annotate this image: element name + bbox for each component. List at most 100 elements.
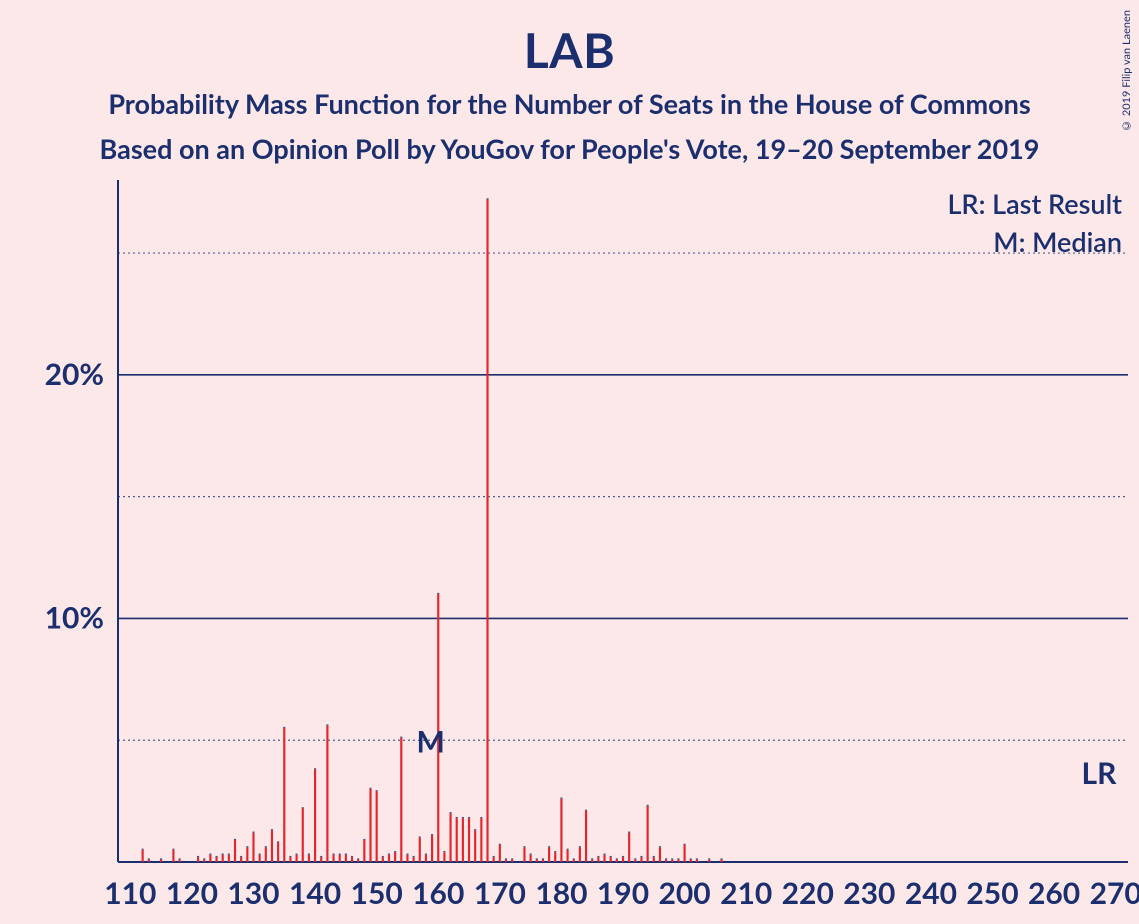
pmf-bar — [511, 860, 513, 862]
pmf-bar-cap — [252, 832, 254, 833]
pmf-bar-cap — [265, 846, 267, 847]
pmf-bar-cap — [400, 737, 402, 738]
pmf-bar — [622, 857, 624, 862]
pmf-bar — [431, 835, 433, 862]
pmf-bar — [345, 855, 347, 862]
x-tick-label: 260 — [1028, 875, 1080, 911]
pmf-bar — [449, 813, 451, 862]
median-label: M — [417, 723, 445, 759]
pmf-bar — [610, 857, 612, 862]
pmf-bar — [684, 845, 686, 862]
pmf-bar-cap — [597, 856, 599, 857]
pmf-bar-cap — [690, 858, 692, 859]
pmf-bar — [197, 857, 199, 862]
pmf-chart: 10%20%1101201301401501601701801902002102… — [0, 180, 1139, 924]
pmf-bar — [289, 857, 291, 862]
pmf-bar — [222, 855, 224, 862]
pmf-bar-cap — [203, 858, 205, 859]
pmf-bar-cap — [628, 832, 630, 833]
pmf-bar — [616, 860, 618, 862]
pmf-bar — [296, 855, 298, 862]
pmf-bar — [376, 791, 378, 862]
pmf-bar — [394, 852, 396, 862]
pmf-bar-cap — [456, 817, 458, 818]
pmf-bar — [369, 789, 371, 862]
pmf-bar — [523, 847, 525, 862]
pmf-bar-cap — [406, 853, 408, 854]
pmf-bar-cap — [259, 853, 261, 854]
pmf-bar — [142, 850, 144, 862]
pmf-bar — [339, 855, 341, 862]
pmf-bar-cap — [357, 858, 359, 859]
pmf-bar — [708, 860, 710, 862]
pmf-bar-cap — [431, 834, 433, 835]
pmf-bar-cap — [566, 849, 568, 850]
pmf-bar-cap — [382, 856, 384, 857]
pmf-bar — [554, 852, 556, 862]
pmf-bar — [400, 738, 402, 862]
pmf-bar — [530, 855, 532, 862]
last-result-label: LR — [1082, 755, 1118, 791]
pmf-bar-cap — [160, 858, 162, 859]
x-tick-label: 160 — [412, 875, 464, 911]
pmf-bar-cap — [197, 856, 199, 857]
pmf-bar — [246, 847, 248, 862]
pmf-bar — [536, 860, 538, 862]
legend-m: M: Median — [993, 225, 1122, 258]
pmf-bar-cap — [708, 858, 710, 859]
pmf-bar — [653, 857, 655, 862]
pmf-bar-cap — [511, 858, 513, 859]
pmf-bar — [480, 818, 482, 862]
pmf-bar — [493, 857, 495, 862]
x-tick-label: 130 — [227, 875, 279, 911]
pmf-bar-cap — [480, 817, 482, 818]
pmf-bar — [406, 855, 408, 862]
pmf-bar-cap — [560, 797, 562, 798]
pmf-bar — [659, 847, 661, 862]
pmf-bar-cap — [271, 829, 273, 830]
pmf-bar-cap — [486, 198, 488, 199]
pmf-bar — [419, 838, 421, 862]
pmf-bar-cap — [493, 856, 495, 857]
pmf-bar — [302, 808, 304, 862]
pmf-bar-cap — [554, 851, 556, 852]
pmf-bar — [548, 847, 550, 862]
pmf-bar-cap — [296, 853, 298, 854]
pmf-bar — [585, 811, 587, 862]
pmf-bar-cap — [523, 846, 525, 847]
pmf-bar-cap — [148, 858, 150, 859]
pmf-bar-cap — [394, 851, 396, 852]
pmf-bar-cap — [653, 856, 655, 857]
x-tick-label: 210 — [720, 875, 772, 911]
x-tick-label: 140 — [289, 875, 341, 911]
pmf-bar — [690, 860, 692, 862]
x-tick-label: 250 — [966, 875, 1018, 911]
pmf-bar-cap — [302, 807, 304, 808]
pmf-bar — [228, 855, 230, 862]
pmf-bar — [542, 860, 544, 862]
pmf-bar — [388, 855, 390, 862]
pmf-bar-cap — [591, 858, 593, 859]
pmf-bar-cap — [616, 858, 618, 859]
pmf-bar-cap — [320, 856, 322, 857]
pmf-bar-cap — [530, 853, 532, 854]
pmf-bar-cap — [351, 856, 353, 857]
pmf-bar — [351, 857, 353, 862]
pmf-bar — [677, 860, 679, 862]
pmf-bar — [252, 833, 254, 862]
pmf-bar-cap — [665, 858, 667, 859]
pmf-bar-cap — [468, 817, 470, 818]
pmf-bar — [597, 857, 599, 862]
pmf-bar — [591, 860, 593, 862]
x-tick-label: 190 — [597, 875, 649, 911]
pmf-bar-cap — [640, 856, 642, 857]
pmf-bar — [579, 847, 581, 862]
pmf-bar-cap — [684, 844, 686, 845]
pmf-bar — [320, 857, 322, 862]
pmf-bar — [148, 860, 150, 862]
x-tick-label: 220 — [782, 875, 834, 911]
pmf-bar-cap — [585, 810, 587, 811]
pmf-bar — [413, 857, 415, 862]
pmf-bar-cap — [209, 853, 211, 854]
pmf-bar — [172, 850, 174, 862]
